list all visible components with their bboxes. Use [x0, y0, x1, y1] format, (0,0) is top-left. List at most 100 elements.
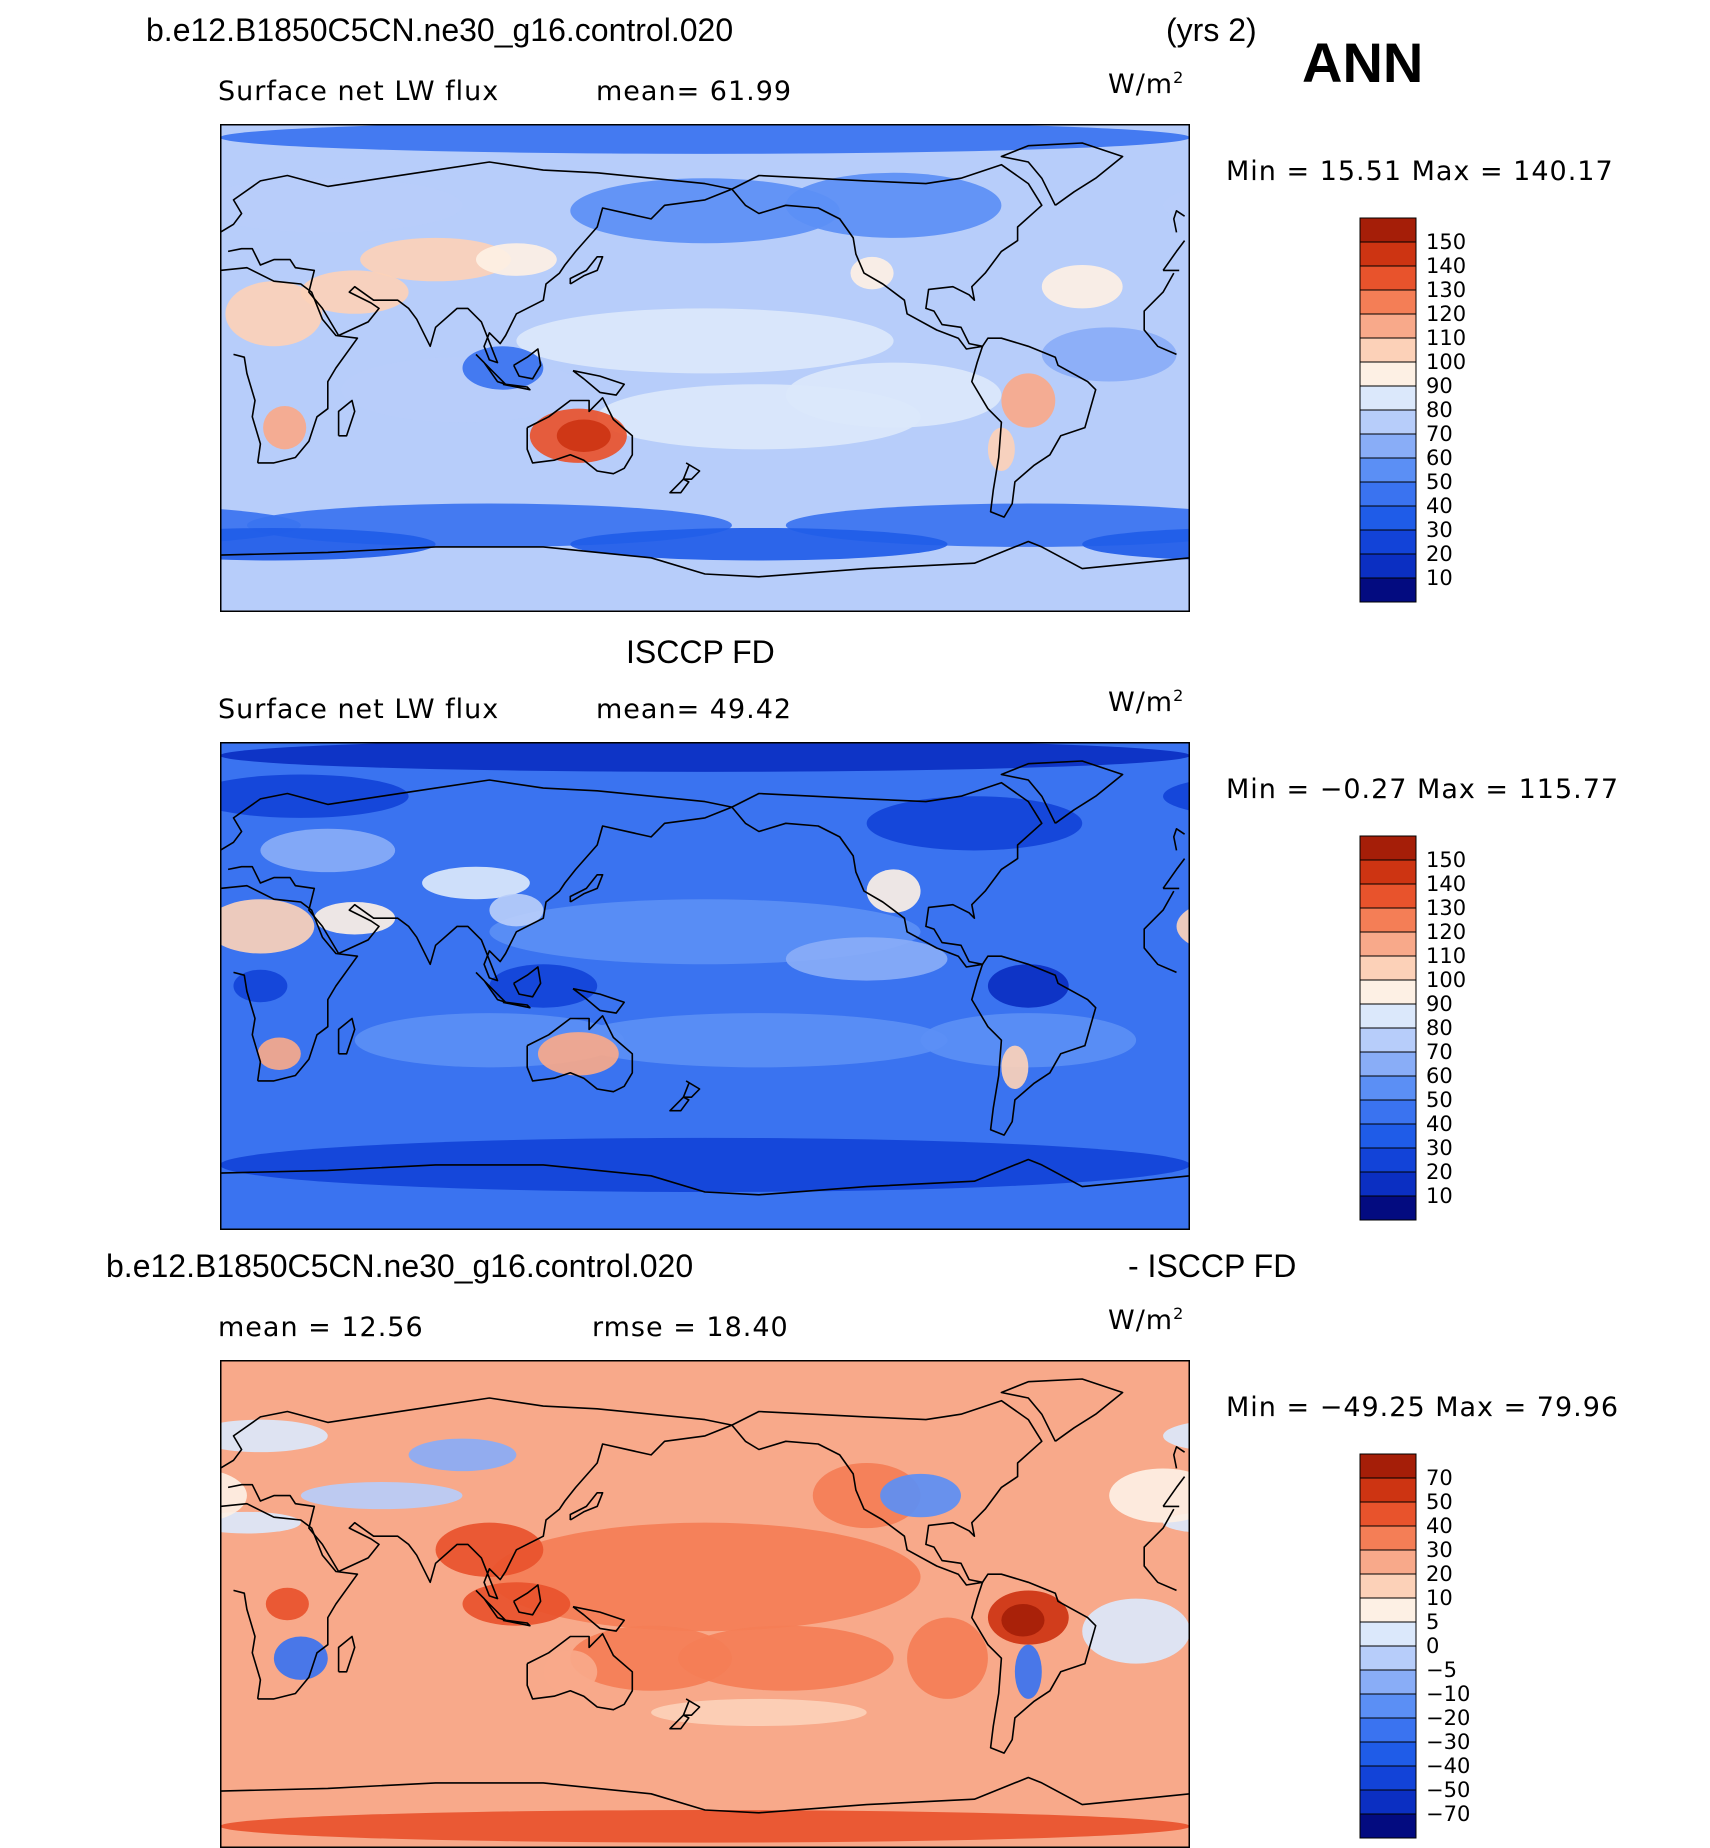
panel2-units: W/m2	[1108, 686, 1185, 718]
coastline	[220, 884, 359, 1082]
colorbar-label: 10	[1426, 1184, 1453, 1208]
coastline	[669, 478, 690, 494]
coastline	[220, 266, 359, 464]
coastline	[1143, 272, 1177, 356]
contour-region	[220, 1810, 1190, 1843]
coastline	[682, 462, 701, 481]
coastline	[526, 1014, 634, 1093]
panel3-rmse: rmse = 18.40	[592, 1312, 789, 1343]
contour-region	[341, 357, 584, 423]
contour-region	[987, 427, 1015, 472]
colorbar-label: 70	[1426, 422, 1453, 446]
panel2-variable: Surface net LW flux	[218, 694, 500, 725]
colorbar-label: −40	[1426, 1754, 1470, 1778]
coastline	[731, 1399, 1043, 1586]
contour-region	[1014, 1644, 1042, 1699]
coastline	[669, 1714, 690, 1730]
contour-region	[220, 742, 1190, 772]
coastline	[502, 383, 531, 391]
contour-region	[220, 527, 436, 561]
colorbar-label: 30	[1426, 1136, 1453, 1160]
contour-region	[475, 243, 557, 276]
contour-region	[570, 527, 948, 561]
contour-region	[489, 964, 598, 1008]
colorbar-swatch	[1359, 457, 1417, 483]
coastline	[1000, 142, 1124, 206]
coastline	[1162, 240, 1186, 271]
colorbar-swatch	[1359, 1075, 1417, 1101]
contour-region	[1082, 1598, 1190, 1664]
contour-region	[987, 964, 1069, 1008]
coastline	[502, 1001, 531, 1009]
coastline	[572, 987, 626, 1014]
panel3-title-right: - ISCCP FD	[1128, 1248, 1297, 1284]
contour-region	[263, 405, 307, 450]
colorbar-label: 0	[1426, 1634, 1439, 1658]
colorbar-label: 50	[1426, 1088, 1453, 1112]
colorbar-swatch	[1359, 409, 1417, 435]
colorbar-label: 110	[1426, 944, 1466, 968]
contour-region	[651, 1698, 867, 1726]
colorbar-label: −20	[1426, 1706, 1470, 1730]
coastline	[682, 1698, 701, 1717]
contour-region	[850, 256, 894, 290]
contour-region	[220, 1419, 328, 1453]
panel3-map	[220, 1360, 1190, 1848]
contour-region	[462, 1582, 571, 1626]
contour-region	[220, 774, 409, 818]
colorbar-label: 40	[1426, 1112, 1453, 1136]
coastline	[512, 966, 542, 998]
contour-region	[907, 1617, 988, 1699]
contour-region	[220, 899, 315, 954]
contour-region	[300, 1482, 463, 1510]
colorbar-swatch	[1359, 1171, 1417, 1197]
colorbar-swatch	[1359, 289, 1417, 315]
colorbar-swatch	[1359, 433, 1417, 459]
coastline	[220, 1158, 1190, 1196]
colorbar-swatch	[1359, 385, 1417, 411]
colorbar-swatch	[1359, 1003, 1417, 1029]
coastline	[1162, 1476, 1186, 1507]
coastline	[526, 396, 634, 475]
colorbar-swatch	[1359, 907, 1417, 933]
contour-region	[866, 796, 1083, 851]
contour-region	[678, 1625, 894, 1691]
contour-region	[489, 1522, 921, 1632]
contour-region	[570, 1013, 948, 1068]
colorbar-swatch	[1359, 1501, 1417, 1527]
panel1-variable: Surface net LW flux	[218, 76, 500, 107]
colorbar-label: 10	[1426, 1586, 1453, 1610]
colorbar-label: 140	[1426, 254, 1466, 278]
panel3-units: W/m2	[1108, 1304, 1185, 1336]
colorbar-label: 130	[1426, 896, 1466, 920]
coastline	[220, 1397, 733, 1600]
colorbar-swatch	[1359, 1765, 1417, 1791]
colorbar-swatch	[1359, 241, 1417, 267]
coastline	[475, 1589, 507, 1622]
coastline	[1000, 760, 1124, 824]
coastline	[502, 1619, 531, 1627]
coastline	[970, 955, 1097, 1136]
colorbar-label: −10	[1426, 1682, 1470, 1706]
contour-region	[314, 901, 396, 935]
contour-region	[570, 178, 840, 244]
coastline	[1172, 1446, 1186, 1469]
colorbar-swatch	[1359, 955, 1417, 981]
coastline	[337, 1017, 356, 1055]
colorbar-swatch	[1359, 481, 1417, 507]
colorbar-label: −70	[1426, 1802, 1470, 1826]
contour-region	[220, 178, 463, 233]
colorbar-swatch	[1359, 1717, 1417, 1743]
colorbar-swatch	[1359, 553, 1417, 579]
coastline	[220, 1776, 1190, 1814]
colorbar-swatch	[1359, 883, 1417, 909]
contour-region	[1041, 327, 1177, 382]
contour-region	[300, 270, 409, 314]
contour-region	[537, 1032, 619, 1076]
coastline	[1143, 890, 1177, 974]
colorbar-label: −30	[1426, 1730, 1470, 1754]
colorbar-label: 30	[1426, 1538, 1453, 1562]
colorbar-swatch	[1359, 835, 1417, 861]
colorbar-label: −5	[1426, 1658, 1457, 1682]
